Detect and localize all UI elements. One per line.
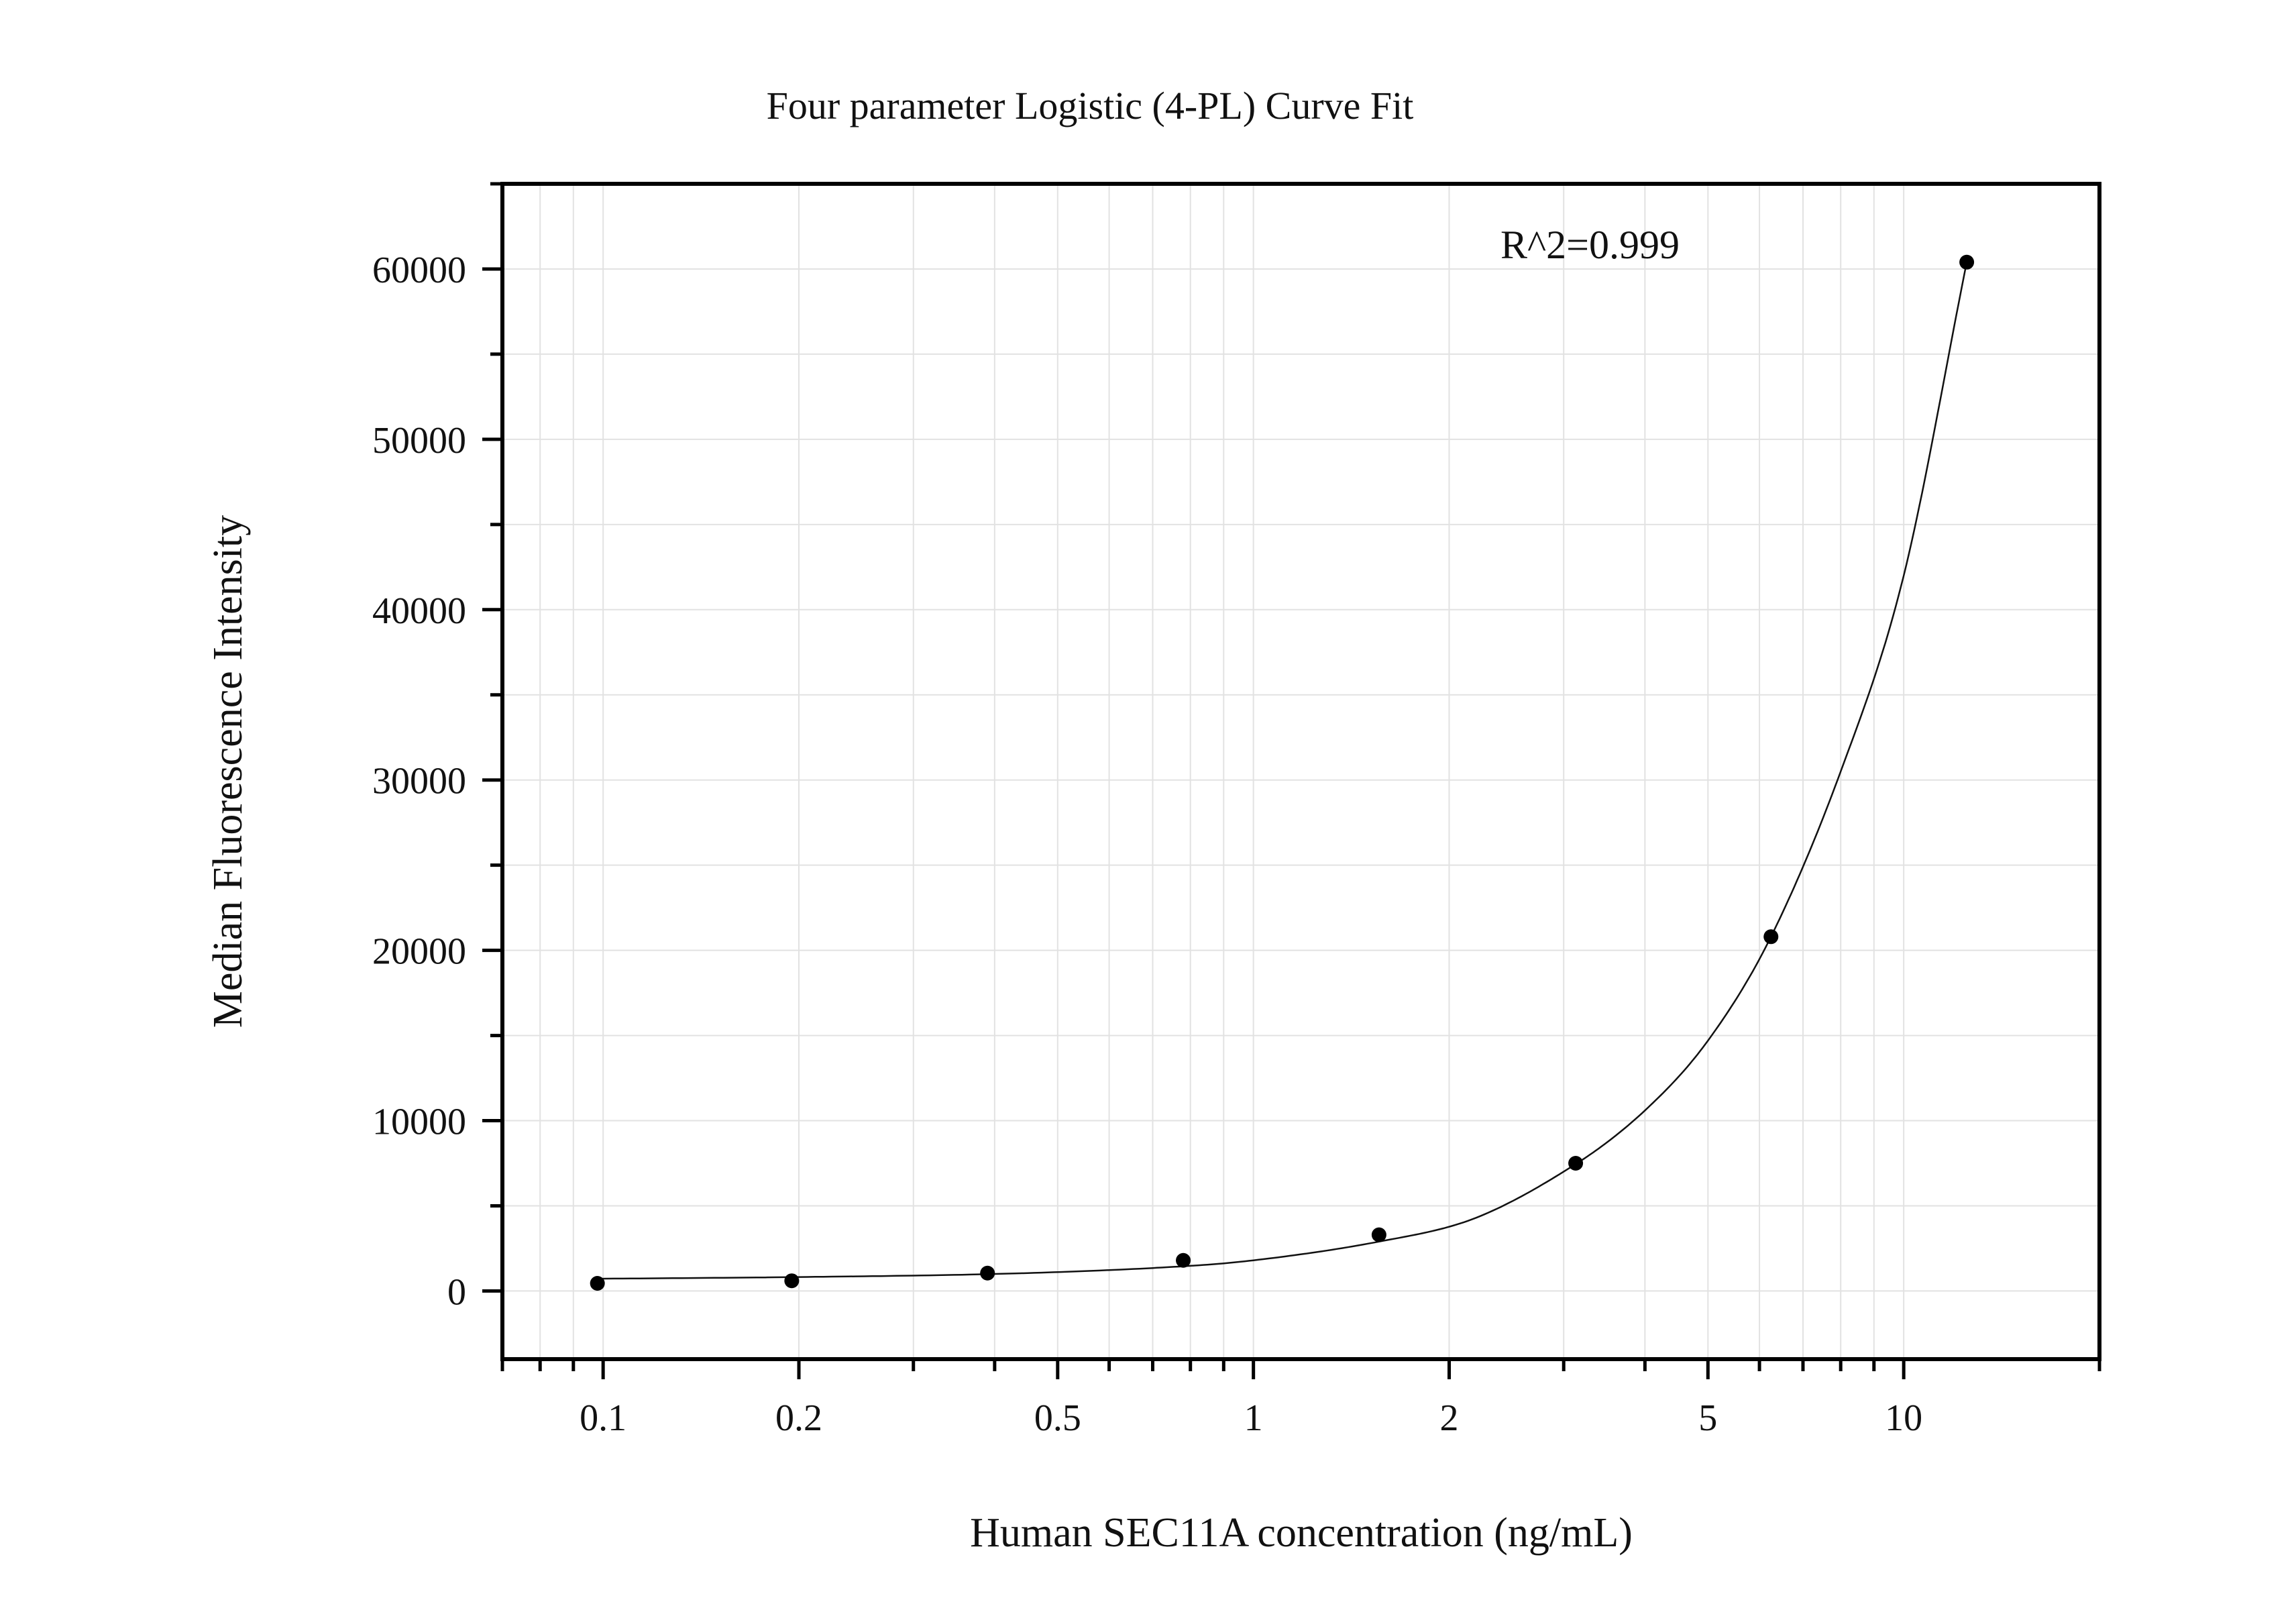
data-point	[1371, 1227, 1386, 1242]
data-point	[1959, 254, 1975, 270]
chart-title: Four parameter Logistic (4-PL) Curve Fit	[767, 84, 1414, 127]
y-tick-label: 30000	[372, 761, 466, 802]
x-tick-label: 1	[1244, 1397, 1263, 1439]
x-tick-label: 0.1	[580, 1397, 626, 1439]
data-point	[590, 1276, 605, 1291]
x-tick-label: 2	[1440, 1397, 1459, 1439]
x-axis: 0.1 0.2 0.5 1 2 5 10	[500, 1359, 2101, 1439]
data-point	[1568, 1156, 1584, 1171]
y-tick-label: 60000	[372, 250, 466, 291]
data-point	[1176, 1252, 1191, 1268]
x-tick-label: 0.2	[775, 1397, 822, 1439]
data-point	[784, 1273, 800, 1289]
grid-lines	[502, 184, 2099, 1359]
x-tick-label: 5	[1698, 1397, 1717, 1439]
data-point	[1763, 929, 1779, 945]
y-axis: 0 10000 20000 30000 40000 50000 60000	[372, 182, 502, 1313]
y-axis-title: Median Fluorescence Intensity	[205, 515, 251, 1028]
fit-curve	[597, 262, 1968, 1280]
y-tick-label: 40000	[372, 590, 466, 632]
data-point	[980, 1265, 995, 1281]
y-tick-label: 20000	[372, 931, 466, 973]
fit-curve-layer	[597, 262, 1968, 1280]
x-tick-label: 10	[1885, 1397, 1922, 1439]
y-tick-label: 0	[447, 1271, 466, 1313]
x-axis-title: Human SEC11A concentration (ng/mL)	[970, 1510, 1633, 1556]
r-squared-annotation: R^2=0.999	[1500, 223, 1680, 267]
plot-frame	[500, 182, 2101, 1361]
y-tick-label: 10000	[372, 1102, 466, 1143]
x-tick-label: 0.5	[1034, 1397, 1081, 1439]
data-points	[590, 254, 1975, 1291]
y-tick-label: 50000	[372, 420, 466, 462]
